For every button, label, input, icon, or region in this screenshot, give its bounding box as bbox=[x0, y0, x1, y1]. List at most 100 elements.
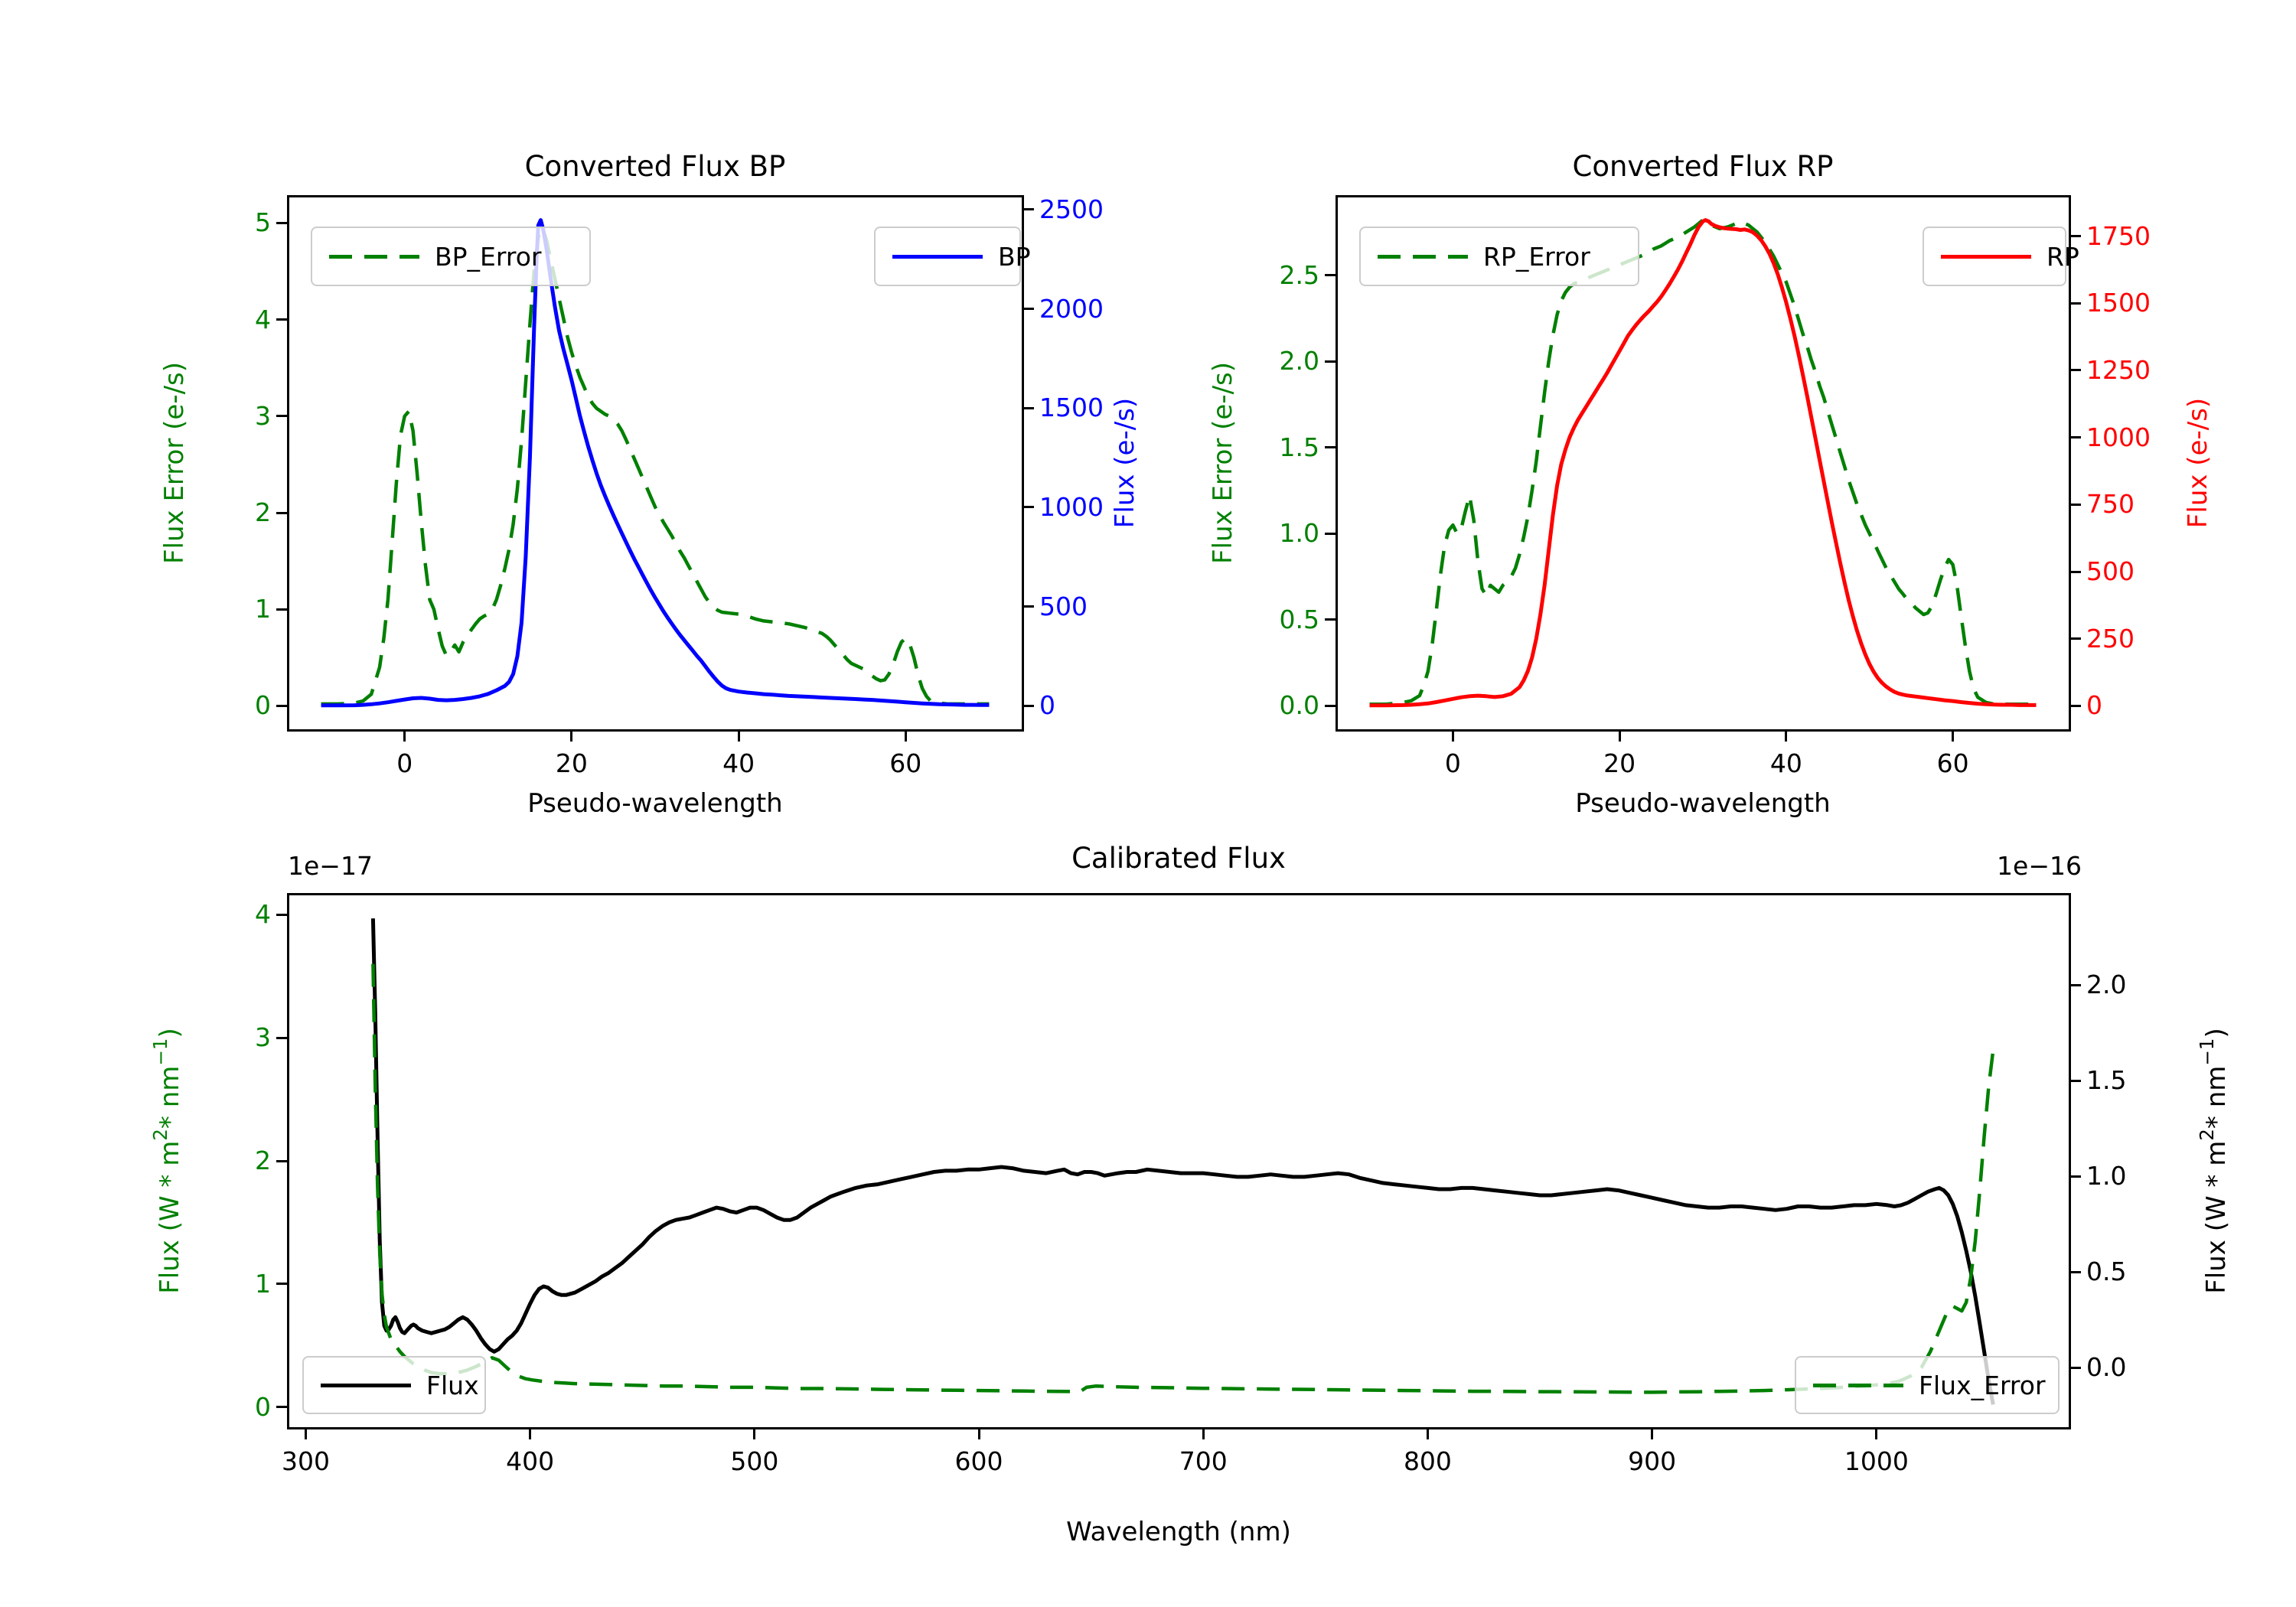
calibrated-plot-area bbox=[286, 892, 2071, 1429]
rp-left-tick-label: 0.5 bbox=[1279, 604, 1319, 634]
legend-rp: RP bbox=[1923, 227, 2079, 286]
rp-right-tick bbox=[2070, 436, 2081, 439]
calibrated-right-tick-label: 1.0 bbox=[2086, 1161, 2127, 1191]
rp-x-tick bbox=[1451, 731, 1454, 742]
ylabel-part: Flux (W * m bbox=[155, 1140, 185, 1294]
bp-right-tick-label: 2500 bbox=[1039, 194, 1104, 224]
rp-right-tick bbox=[2070, 369, 2081, 372]
legend-label: RP bbox=[2047, 241, 2079, 272]
rp-left-tick bbox=[1325, 532, 1336, 535]
rp-x-tick-label: 40 bbox=[1769, 748, 1802, 778]
calibrated-right-tick bbox=[2070, 983, 2081, 986]
calibrated-chart-title: Calibrated Flux bbox=[1071, 842, 1286, 875]
bp-right-tick-label: 1000 bbox=[1039, 491, 1104, 522]
calibrated-x-tick bbox=[753, 1429, 756, 1439]
calibrated-x-axis-label: Wavelength (nm) bbox=[1066, 1517, 1291, 1547]
bp-right-tick-label: 0 bbox=[1039, 690, 1055, 721]
ylabel-part: −1 bbox=[149, 1038, 172, 1066]
rp-left-tick bbox=[1325, 446, 1336, 449]
bp-left-tick-label: 0 bbox=[255, 690, 271, 721]
legend-label: Flux_Error bbox=[1919, 1370, 2046, 1400]
bp-right-tick-label: 2000 bbox=[1039, 293, 1104, 324]
rp-left-tick bbox=[1325, 618, 1336, 621]
legend-label: BP bbox=[998, 241, 1031, 272]
bp-left-axis-label: Flux Error (e-/s) bbox=[159, 361, 190, 565]
dashed-line-sample bbox=[329, 254, 419, 259]
rp-x-axis-label: Pseudo-wavelength bbox=[1575, 788, 1831, 819]
bp-x-tick bbox=[737, 731, 740, 742]
bp-right-axis-label: Flux (e-/s) bbox=[1110, 397, 1140, 529]
rp-right-tick bbox=[2070, 302, 2081, 305]
calibrated-left-tick-label: 1 bbox=[255, 1268, 271, 1299]
rp-right-tick-label: 1500 bbox=[2086, 288, 2151, 318]
bp-right-tick-label: 1500 bbox=[1039, 393, 1104, 423]
calibrated-series-flux_error-line bbox=[371, 963, 1995, 1394]
calibrated-left-tick-label: 3 bbox=[255, 1022, 271, 1053]
rp-right-tick-label: 0 bbox=[2086, 690, 2102, 721]
calibrated-x-tick-label: 300 bbox=[281, 1446, 330, 1476]
rp-plot-area bbox=[1335, 194, 2071, 732]
bp-right-tick bbox=[1023, 704, 1034, 707]
bp-left-tick-label: 1 bbox=[255, 594, 271, 624]
rp-right-tick bbox=[2070, 570, 2081, 573]
rp-right-tick bbox=[2070, 235, 2081, 238]
bp-left-tick bbox=[276, 318, 287, 321]
calibrated-x-tick bbox=[304, 1429, 307, 1439]
bp-right-tick bbox=[1023, 605, 1034, 608]
calibrated-curves bbox=[370, 918, 1995, 1405]
calibrated-left-tick bbox=[276, 1283, 287, 1286]
calibrated-x-tick-label: 700 bbox=[1179, 1446, 1228, 1476]
bp-series-bp-line bbox=[321, 218, 990, 708]
bp-x-tick-label: 0 bbox=[396, 748, 413, 778]
legend-label: RP_Error bbox=[1483, 241, 1590, 272]
rp-left-tick-label: 1.0 bbox=[1279, 518, 1319, 549]
calibrated-x-tick bbox=[529, 1429, 532, 1439]
ylabel-part: ) bbox=[2201, 1028, 2232, 1038]
calibrated-right-tick bbox=[2070, 1270, 2081, 1273]
bp-left-tick bbox=[276, 608, 287, 611]
calibrated-x-tick bbox=[1875, 1429, 1878, 1439]
rp-right-tick-label: 1750 bbox=[2086, 220, 2151, 251]
bp-chart-title: Converted Flux BP bbox=[524, 150, 786, 183]
legend-label: BP_Error bbox=[435, 241, 542, 272]
bp-x-tick-label: 40 bbox=[722, 748, 755, 778]
bp-left-tick-label: 2 bbox=[255, 497, 271, 527]
solid-line-sample bbox=[1941, 254, 2031, 259]
bp-left-tick bbox=[276, 704, 287, 707]
bp-x-tick-label: 60 bbox=[889, 748, 922, 778]
legend-bp-error: BP_Error bbox=[311, 227, 591, 286]
bp-left-tick-label: 3 bbox=[255, 400, 271, 431]
rp-right-tick-label: 1000 bbox=[2086, 422, 2151, 452]
calibrated-left-tick bbox=[276, 1406, 287, 1409]
rp-right-tick-label: 250 bbox=[2086, 623, 2135, 654]
ylabel-part: −1 bbox=[2196, 1038, 2219, 1066]
bp-right-tick bbox=[1023, 406, 1034, 409]
bp-x-tick bbox=[403, 731, 406, 742]
bp-left-tick bbox=[276, 511, 287, 514]
calibrated-x-tick bbox=[1651, 1429, 1654, 1439]
legend-flux-error: Flux_Error bbox=[1795, 1356, 2060, 1414]
calibrated-x-tick-label: 500 bbox=[730, 1446, 779, 1476]
bp-left-tick-label: 5 bbox=[255, 207, 271, 238]
bp-right-tick bbox=[1023, 308, 1034, 311]
bp-right-tick bbox=[1023, 506, 1034, 509]
rp-x-tick-label: 60 bbox=[1936, 748, 1969, 778]
calibrated-left-offset-text: 1e−17 bbox=[288, 851, 373, 881]
calibrated-x-tick-label: 800 bbox=[1403, 1446, 1452, 1476]
calibrated-series-flux-line bbox=[370, 918, 1995, 1405]
calibrated-left-tick-label: 2 bbox=[255, 1146, 271, 1175]
dashed-line-sample bbox=[1378, 254, 1468, 259]
bp-x-tick-label: 20 bbox=[555, 748, 588, 778]
bp-curves bbox=[321, 218, 990, 708]
calibrated-right-tick-label: 0.5 bbox=[2086, 1257, 2127, 1287]
bp-left-tick-label: 4 bbox=[255, 304, 271, 334]
rp-right-axis-label: Flux (e-/s) bbox=[2183, 397, 2213, 529]
rp-x-tick bbox=[1785, 731, 1788, 742]
ylabel-part: Flux (W * m bbox=[2201, 1140, 2232, 1294]
calibrated-left-tick bbox=[276, 1159, 287, 1162]
calibrated-x-tick bbox=[977, 1429, 980, 1439]
rp-x-tick bbox=[1618, 731, 1621, 742]
